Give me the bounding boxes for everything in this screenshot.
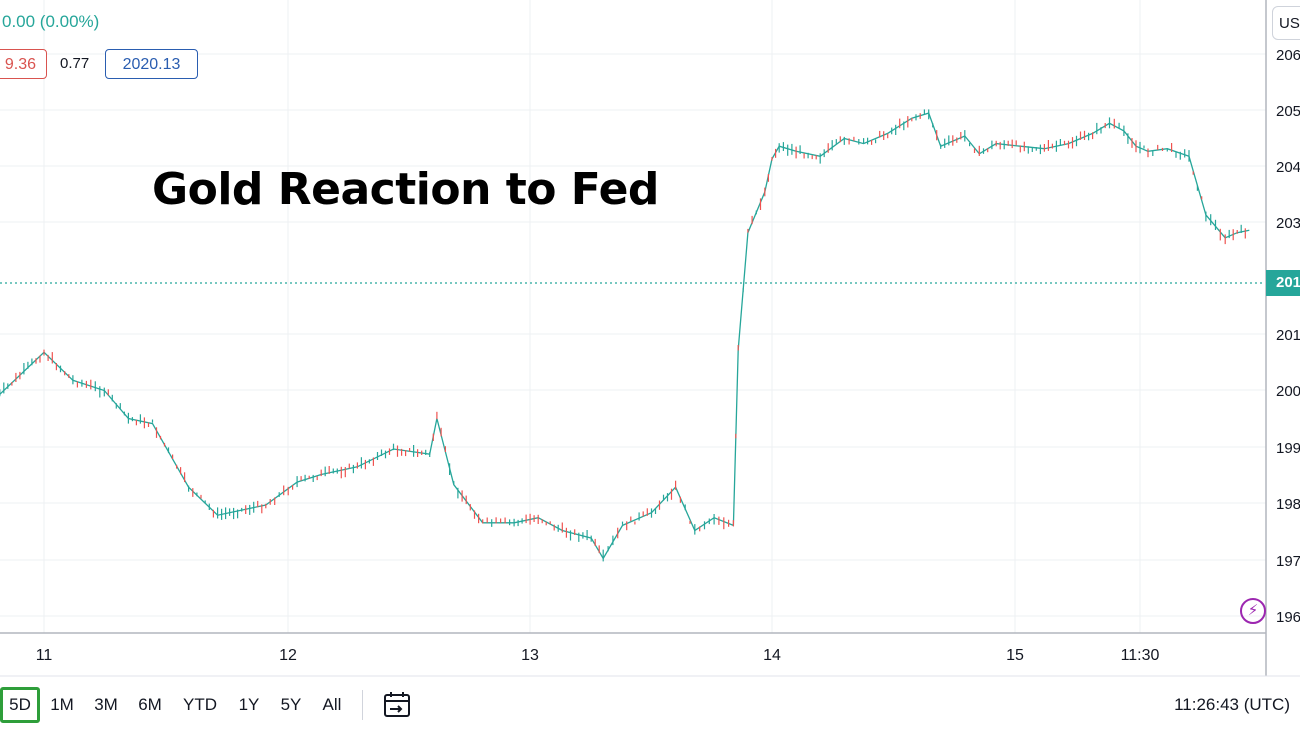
ask-price-box[interactable]: 2020.13 (105, 49, 198, 79)
bid-price-box[interactable]: 9.36 (0, 49, 47, 79)
price-axis-label: 201 (1276, 327, 1300, 344)
range-1y-button[interactable]: 1Y (238, 695, 260, 714)
current-price-label: 201 (1266, 270, 1300, 296)
price-axis-label: 198 (1276, 496, 1300, 513)
time-axis-label: 14 (763, 647, 781, 664)
legend-change: 0.00 (0.00%) (2, 12, 100, 31)
time-axis-labels: 11 12 13 14 15 11:30 (36, 647, 1160, 664)
range-toolbar: 5D 1M 3M 6M YTD 1Y 5Y All 11:26:43 (UTC) (0, 682, 1300, 731)
time-axis-label: 11:30 (1121, 647, 1160, 664)
time-axis-label: 12 (279, 647, 297, 664)
time-axis-label: 15 (1006, 647, 1024, 664)
time-axis-label: 11 (36, 647, 53, 664)
grid-lines (0, 0, 1266, 633)
price-axis-label: 205 (1276, 103, 1300, 120)
range-ytd-button[interactable]: YTD (183, 695, 217, 714)
range-3m-button[interactable]: 3M (94, 695, 118, 714)
range-6m-button[interactable]: 6M (138, 695, 162, 714)
price-axis-label: 199 (1276, 440, 1300, 457)
toolbar-divider (362, 690, 363, 720)
range-all-button[interactable]: All (322, 695, 342, 714)
range-1m-button[interactable]: 1M (50, 695, 74, 714)
utc-clock[interactable]: 11:26:43 (UTC) (1174, 695, 1290, 714)
currency-button[interactable]: USD (1272, 6, 1300, 40)
price-axis-label: 197 (1276, 553, 1300, 570)
price-axis-labels: 206 205 204 203 201 200 199 198 197 196 (1276, 47, 1300, 626)
range-5y-button[interactable]: 5Y (280, 695, 302, 714)
alert-bolt-icon[interactable]: ⚡ (1240, 598, 1266, 624)
candle-ticks (0, 109, 1246, 562)
price-axis-label: 196 (1276, 609, 1300, 626)
range-5d-button[interactable]: 5D (0, 687, 40, 723)
chart-overlay-title: Gold Reaction to Fed (152, 164, 659, 215)
calendar-goto-icon[interactable] (380, 688, 414, 722)
price-axis-label: 206 (1276, 47, 1300, 64)
price-axis-label: 203 (1276, 215, 1300, 232)
spread-value: 0.77 (60, 55, 90, 72)
price-axis-label: 200 (1276, 383, 1300, 400)
price-axis-label: 204 (1276, 159, 1300, 176)
time-axis-label: 13 (521, 647, 539, 664)
